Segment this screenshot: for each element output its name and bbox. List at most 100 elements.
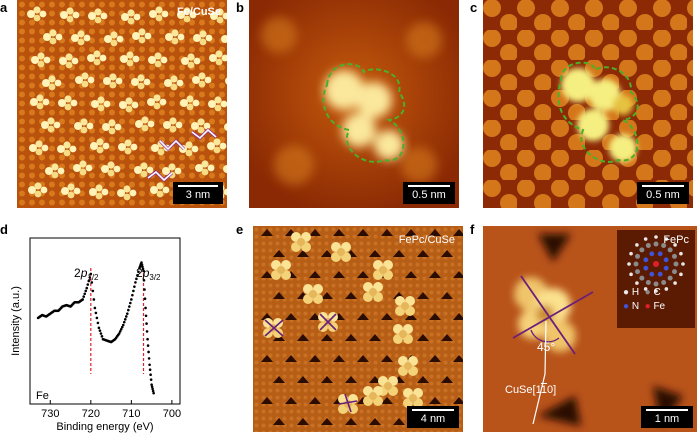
data-point	[124, 315, 128, 318]
angle-label: 45°	[537, 340, 556, 354]
data-point	[147, 350, 150, 354]
carbon-atom	[673, 261, 679, 267]
data-point	[134, 281, 137, 284]
vacancy-triangle	[369, 334, 381, 341]
panel-a-tag: Fe/CuSe	[176, 6, 221, 18]
scale-label: 0.5 nm	[646, 189, 680, 201]
data-point	[129, 301, 132, 305]
data-point	[96, 321, 100, 325]
vacancy-triangle	[261, 355, 273, 362]
data-point	[137, 270, 140, 274]
vacancy-triangle	[453, 271, 463, 278]
vacancy-triangle	[309, 271, 321, 278]
data-point	[119, 327, 123, 331]
hydrogen-atom	[635, 243, 639, 247]
vacancy-triangle	[453, 229, 463, 236]
vacancy-triangle	[429, 271, 441, 278]
x-tick-label: 730	[41, 408, 59, 420]
hydrogen-atom	[673, 281, 677, 285]
data-point	[150, 385, 154, 389]
data-point	[136, 274, 139, 277]
panel-b: 0.5 nm	[249, 0, 459, 208]
vacancy-triangle	[357, 229, 369, 236]
vacancy-triangle	[333, 271, 345, 278]
scale-bar-f: 1 nm	[641, 406, 693, 428]
hydrogen-atom	[681, 262, 685, 266]
vacancy-triangle	[369, 418, 381, 425]
carbon-atom	[671, 253, 677, 259]
data-point	[147, 357, 151, 360]
vacancy-triangle	[357, 271, 369, 278]
data-point	[148, 368, 152, 372]
vacancy-triangle	[345, 334, 357, 341]
data-point	[132, 289, 135, 293]
vacancy-triangle	[321, 334, 333, 341]
data-point	[95, 316, 99, 320]
panel-a-image	[17, 0, 227, 208]
nitrogen-atom	[663, 265, 669, 271]
data-point	[150, 383, 153, 386]
data-point	[90, 281, 94, 284]
carbon-atom	[661, 279, 667, 285]
nitrogen-atom	[643, 265, 649, 271]
data-point	[100, 335, 104, 338]
legend: ● H ● C ● N ● Fe	[623, 287, 666, 312]
vacancy-triangle	[273, 418, 285, 425]
data-point	[142, 278, 146, 282]
vacancy-triangle	[321, 292, 333, 299]
data-point	[122, 320, 126, 324]
panel-e: FePc/CuSe 4 nm	[253, 226, 463, 432]
panel-label-a: a	[0, 0, 8, 15]
vacancy-triangle	[261, 397, 273, 404]
x-tick-label: 720	[82, 408, 100, 420]
panel-f-image	[483, 226, 697, 432]
panel-f: FePc 45° CuSe[110] ● H ● C ● N ● Fe 1 nm	[483, 226, 697, 432]
data-point	[84, 289, 88, 293]
nitrogen-atom	[649, 251, 655, 257]
scale-bar-b: 0.5 nm	[403, 182, 455, 204]
data-point	[123, 318, 127, 321]
panel-label-c: c	[470, 0, 478, 15]
data-point	[149, 373, 152, 376]
data-point	[133, 285, 136, 288]
vacancy-triangle	[381, 355, 393, 362]
data-point	[128, 305, 131, 308]
carbon-atom	[635, 269, 641, 275]
scale-label: 0.5 nm	[412, 189, 446, 201]
data-point	[151, 387, 154, 391]
vacancy-triangle	[345, 292, 357, 299]
panel-d-corner-tag: Fe	[36, 390, 49, 402]
data-point	[118, 330, 122, 333]
data-point	[92, 298, 96, 301]
x-tick-label: 700	[163, 408, 181, 420]
data-point	[91, 289, 95, 293]
vacancy-triangle	[453, 397, 463, 404]
carbon-atom	[635, 253, 641, 259]
xps-chart: Intensity (a.u.) Binding energy (eV) Fe …	[10, 237, 181, 433]
vacancy-triangle	[417, 250, 429, 257]
hydrogen-atom	[679, 272, 683, 277]
vacancy-triangle	[309, 397, 321, 404]
data-point	[81, 298, 85, 301]
vacancy-triangle	[333, 229, 345, 236]
vacancy-triangle	[321, 250, 333, 257]
vacancy-triangle	[381, 313, 393, 320]
scale-label: 3 nm	[185, 189, 211, 201]
data-point	[86, 283, 90, 286]
vacancy-triangle	[321, 418, 333, 425]
data-point	[121, 323, 125, 327]
carbon-atom	[645, 243, 651, 249]
panel-f-tag: FePc	[663, 234, 689, 246]
carbon-atom	[653, 281, 659, 287]
data-point	[144, 314, 148, 318]
data-point	[131, 293, 134, 297]
hydrogen-atom	[643, 287, 648, 291]
vacancy-triangle	[417, 334, 429, 341]
nitrogen-atom	[657, 271, 663, 277]
vacancy-triangle	[285, 313, 297, 320]
vacancy-triangle	[429, 229, 441, 236]
y-axis-label: Intensity (a.u.)	[10, 286, 22, 356]
panel-a: Fe/CuSe 3 nm	[17, 0, 227, 208]
panel-b-image	[249, 0, 459, 208]
panel-e-tag: FePc/CuSe	[398, 234, 455, 246]
